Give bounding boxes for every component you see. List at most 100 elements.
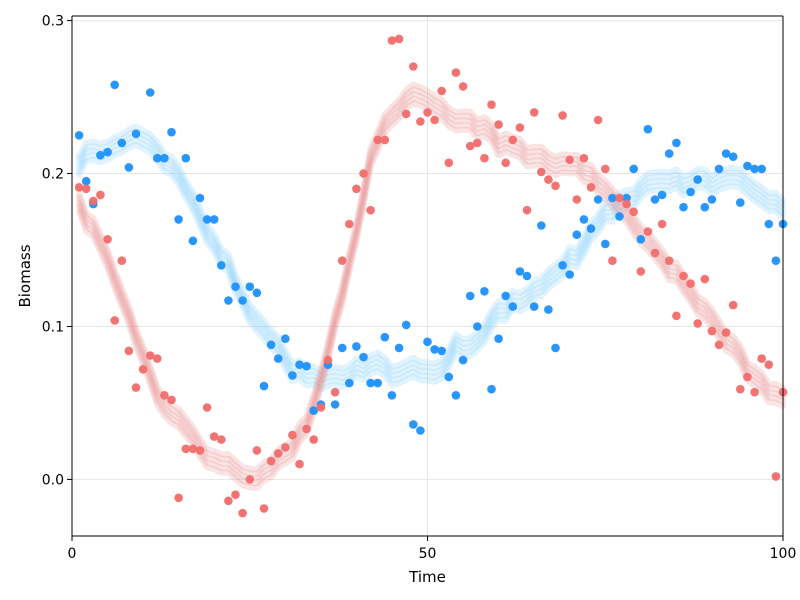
data-point-series-1 <box>202 403 212 412</box>
data-point-series-1 <box>615 193 624 203</box>
data-point-series-1 <box>700 274 710 284</box>
data-point-series-1 <box>643 227 653 236</box>
data-point-series-1 <box>387 36 397 45</box>
data-point-series-0 <box>586 224 596 233</box>
data-point-series-1 <box>508 135 518 145</box>
data-point-series-1 <box>380 135 390 145</box>
data-point-series-0 <box>401 320 411 330</box>
data-point-series-1 <box>238 508 247 518</box>
data-point-series-0 <box>110 80 119 90</box>
data-point-series-1 <box>622 199 631 209</box>
data-point-series-1 <box>188 444 198 454</box>
data-point-series-1 <box>394 34 404 44</box>
data-point-series-0 <box>544 305 553 314</box>
y-tick-label: 0.2 <box>42 167 64 183</box>
data-point-series-1 <box>657 219 667 229</box>
data-point-series-0 <box>679 202 688 212</box>
data-point-series-0 <box>437 346 447 356</box>
data-point-series-0 <box>295 360 304 370</box>
data-point-series-0 <box>672 138 681 148</box>
tick-labels: 0 50 100 0.0 0.1 0.2 0.3 <box>42 14 797 562</box>
data-point-series-0 <box>373 378 383 388</box>
data-point-series-0 <box>245 282 255 292</box>
data-point-series-0 <box>657 190 667 200</box>
data-point-series-0 <box>750 164 759 174</box>
data-point-series-0 <box>103 147 112 157</box>
y-tick-label: 0.0 <box>42 472 64 488</box>
data-point-series-1 <box>103 235 112 244</box>
data-point-series-0 <box>529 302 539 311</box>
data-point-series-0 <box>615 212 624 221</box>
x-tick-label: 0 <box>68 546 77 562</box>
data-point-series-0 <box>337 343 347 353</box>
data-point-series-1 <box>217 435 226 444</box>
data-point-series-1 <box>259 504 269 513</box>
data-points <box>74 34 788 518</box>
fit-band-line-1 <box>76 90 786 482</box>
data-point-series-0 <box>650 195 660 204</box>
data-point-series-1 <box>288 430 297 440</box>
data-point-series-0 <box>345 378 354 388</box>
data-point-series-1 <box>608 256 617 266</box>
data-point-series-0 <box>416 426 425 435</box>
data-point-series-1 <box>124 346 134 356</box>
fit-band-line-0 <box>76 123 786 374</box>
data-point-series-0 <box>153 153 162 163</box>
data-point-series-0 <box>359 352 368 362</box>
data-point-series-1 <box>558 111 567 120</box>
data-point-series-1 <box>764 360 774 370</box>
data-point-series-1 <box>458 82 468 91</box>
data-point-series-1 <box>757 354 766 363</box>
data-point-series-0 <box>124 163 134 172</box>
data-point-series-0 <box>537 221 546 230</box>
data-point-series-0 <box>81 176 91 186</box>
data-point-series-1 <box>117 256 127 266</box>
data-point-series-1 <box>96 190 105 200</box>
data-point-series-0 <box>117 138 127 148</box>
data-point-series-0 <box>757 164 766 174</box>
data-point-series-1 <box>160 391 169 400</box>
data-point-series-1 <box>345 219 354 229</box>
data-point-series-0 <box>451 391 461 400</box>
data-point-series-1 <box>544 175 553 184</box>
data-point-series-0 <box>686 187 695 197</box>
data-point-series-1 <box>359 169 368 178</box>
data-point-series-1 <box>551 181 560 191</box>
data-point-series-1 <box>437 86 447 96</box>
data-point-series-1 <box>771 472 781 481</box>
data-point-series-1 <box>572 195 582 204</box>
data-point-series-1 <box>323 355 333 365</box>
data-point-series-0 <box>629 164 638 174</box>
y-tick-label: 0.3 <box>42 14 64 30</box>
data-point-series-0 <box>572 230 582 239</box>
fit-band-line-0 <box>76 137 786 388</box>
data-point-series-0 <box>252 288 262 298</box>
data-point-series-0 <box>167 127 176 137</box>
data-point-series-1 <box>352 184 361 194</box>
data-point-series-0 <box>309 406 319 415</box>
data-point-series-1 <box>281 443 290 452</box>
data-point-series-1 <box>721 328 731 337</box>
data-point-series-1 <box>423 108 432 117</box>
data-point-series-1 <box>601 164 610 174</box>
y-tick-label: 0.1 <box>42 319 64 335</box>
data-point-series-0 <box>601 239 610 249</box>
data-point-series-1 <box>295 459 304 469</box>
data-point-series-0 <box>707 195 717 204</box>
data-point-series-0 <box>195 193 205 203</box>
data-point-series-0 <box>273 354 283 363</box>
data-point-series-1 <box>153 354 162 363</box>
data-point-series-1 <box>302 424 311 434</box>
data-point-series-1 <box>366 205 375 215</box>
data-point-series-0 <box>394 343 404 353</box>
x-tick-label: 100 <box>770 546 797 562</box>
data-point-series-0 <box>330 400 340 409</box>
data-point-series-0 <box>202 215 212 224</box>
data-point-series-0 <box>487 384 496 394</box>
data-point-series-1 <box>736 384 745 394</box>
data-point-series-0 <box>174 215 183 224</box>
data-point-series-1 <box>650 248 660 258</box>
data-point-series-1 <box>266 456 276 466</box>
data-point-series-1 <box>181 444 191 454</box>
data-point-series-0 <box>522 271 532 281</box>
